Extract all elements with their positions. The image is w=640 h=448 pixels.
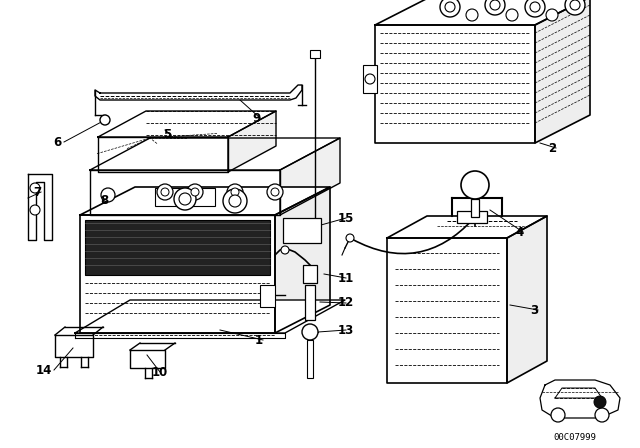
Circle shape	[174, 188, 196, 210]
Circle shape	[179, 193, 191, 205]
Polygon shape	[55, 335, 93, 357]
Circle shape	[565, 0, 585, 15]
Circle shape	[30, 205, 40, 215]
Circle shape	[506, 9, 518, 21]
Bar	[85, 220, 270, 275]
Polygon shape	[535, 0, 590, 143]
Text: 6: 6	[54, 135, 62, 148]
Text: 8: 8	[100, 194, 108, 207]
Circle shape	[440, 0, 460, 17]
Text: 7: 7	[33, 185, 41, 198]
Circle shape	[461, 171, 489, 199]
Polygon shape	[228, 111, 276, 172]
Bar	[363, 65, 377, 93]
Circle shape	[227, 184, 243, 200]
Polygon shape	[387, 216, 547, 238]
Text: 15: 15	[338, 211, 355, 224]
Polygon shape	[507, 216, 547, 383]
Circle shape	[271, 188, 279, 196]
Circle shape	[281, 246, 289, 254]
Polygon shape	[90, 170, 280, 215]
Circle shape	[525, 0, 545, 17]
Circle shape	[466, 9, 478, 21]
Polygon shape	[280, 138, 340, 215]
Bar	[307, 340, 313, 378]
Text: 10: 10	[152, 366, 168, 379]
Circle shape	[157, 184, 173, 200]
Polygon shape	[95, 85, 302, 100]
Bar	[305, 285, 315, 320]
Circle shape	[530, 2, 540, 12]
Polygon shape	[80, 187, 330, 215]
Text: 12: 12	[338, 297, 355, 310]
Text: 9: 9	[252, 112, 260, 125]
Circle shape	[594, 396, 606, 408]
Text: 13: 13	[338, 323, 355, 336]
Text: 3: 3	[530, 303, 538, 316]
Circle shape	[551, 408, 565, 422]
Polygon shape	[75, 333, 285, 338]
Bar	[303, 265, 317, 283]
Text: 5: 5	[163, 129, 172, 142]
Polygon shape	[540, 380, 620, 418]
Polygon shape	[80, 215, 275, 333]
Polygon shape	[28, 174, 52, 240]
Circle shape	[191, 188, 199, 196]
Polygon shape	[90, 138, 340, 170]
Text: 11: 11	[338, 271, 355, 284]
Bar	[457, 211, 487, 223]
Circle shape	[229, 195, 241, 207]
Circle shape	[100, 115, 110, 125]
Circle shape	[365, 74, 375, 84]
Polygon shape	[275, 187, 330, 333]
Polygon shape	[75, 300, 345, 333]
Circle shape	[161, 188, 169, 196]
Text: 2: 2	[548, 142, 556, 155]
Bar	[310, 50, 320, 58]
Polygon shape	[555, 388, 602, 398]
Bar	[190, 188, 215, 206]
Circle shape	[101, 188, 115, 202]
Text: 4: 4	[515, 225, 524, 238]
Polygon shape	[375, 25, 535, 143]
Bar	[260, 285, 275, 307]
Circle shape	[445, 2, 455, 12]
Circle shape	[490, 0, 500, 10]
Circle shape	[546, 9, 558, 21]
Bar	[155, 188, 180, 206]
Circle shape	[267, 184, 283, 200]
Polygon shape	[98, 137, 228, 172]
Circle shape	[302, 324, 318, 340]
Text: 14: 14	[36, 363, 52, 376]
Bar	[283, 218, 321, 243]
Polygon shape	[98, 111, 276, 137]
Circle shape	[30, 183, 40, 193]
Polygon shape	[375, 0, 590, 25]
Circle shape	[223, 189, 247, 213]
Circle shape	[231, 188, 239, 196]
Bar	[471, 199, 479, 217]
Circle shape	[485, 0, 505, 15]
Polygon shape	[130, 350, 165, 368]
Circle shape	[595, 408, 609, 422]
Text: 1: 1	[255, 333, 263, 346]
Polygon shape	[387, 238, 507, 383]
Circle shape	[187, 184, 203, 200]
Circle shape	[346, 234, 354, 242]
Circle shape	[570, 0, 580, 10]
Text: 00C07999: 00C07999	[554, 434, 596, 443]
